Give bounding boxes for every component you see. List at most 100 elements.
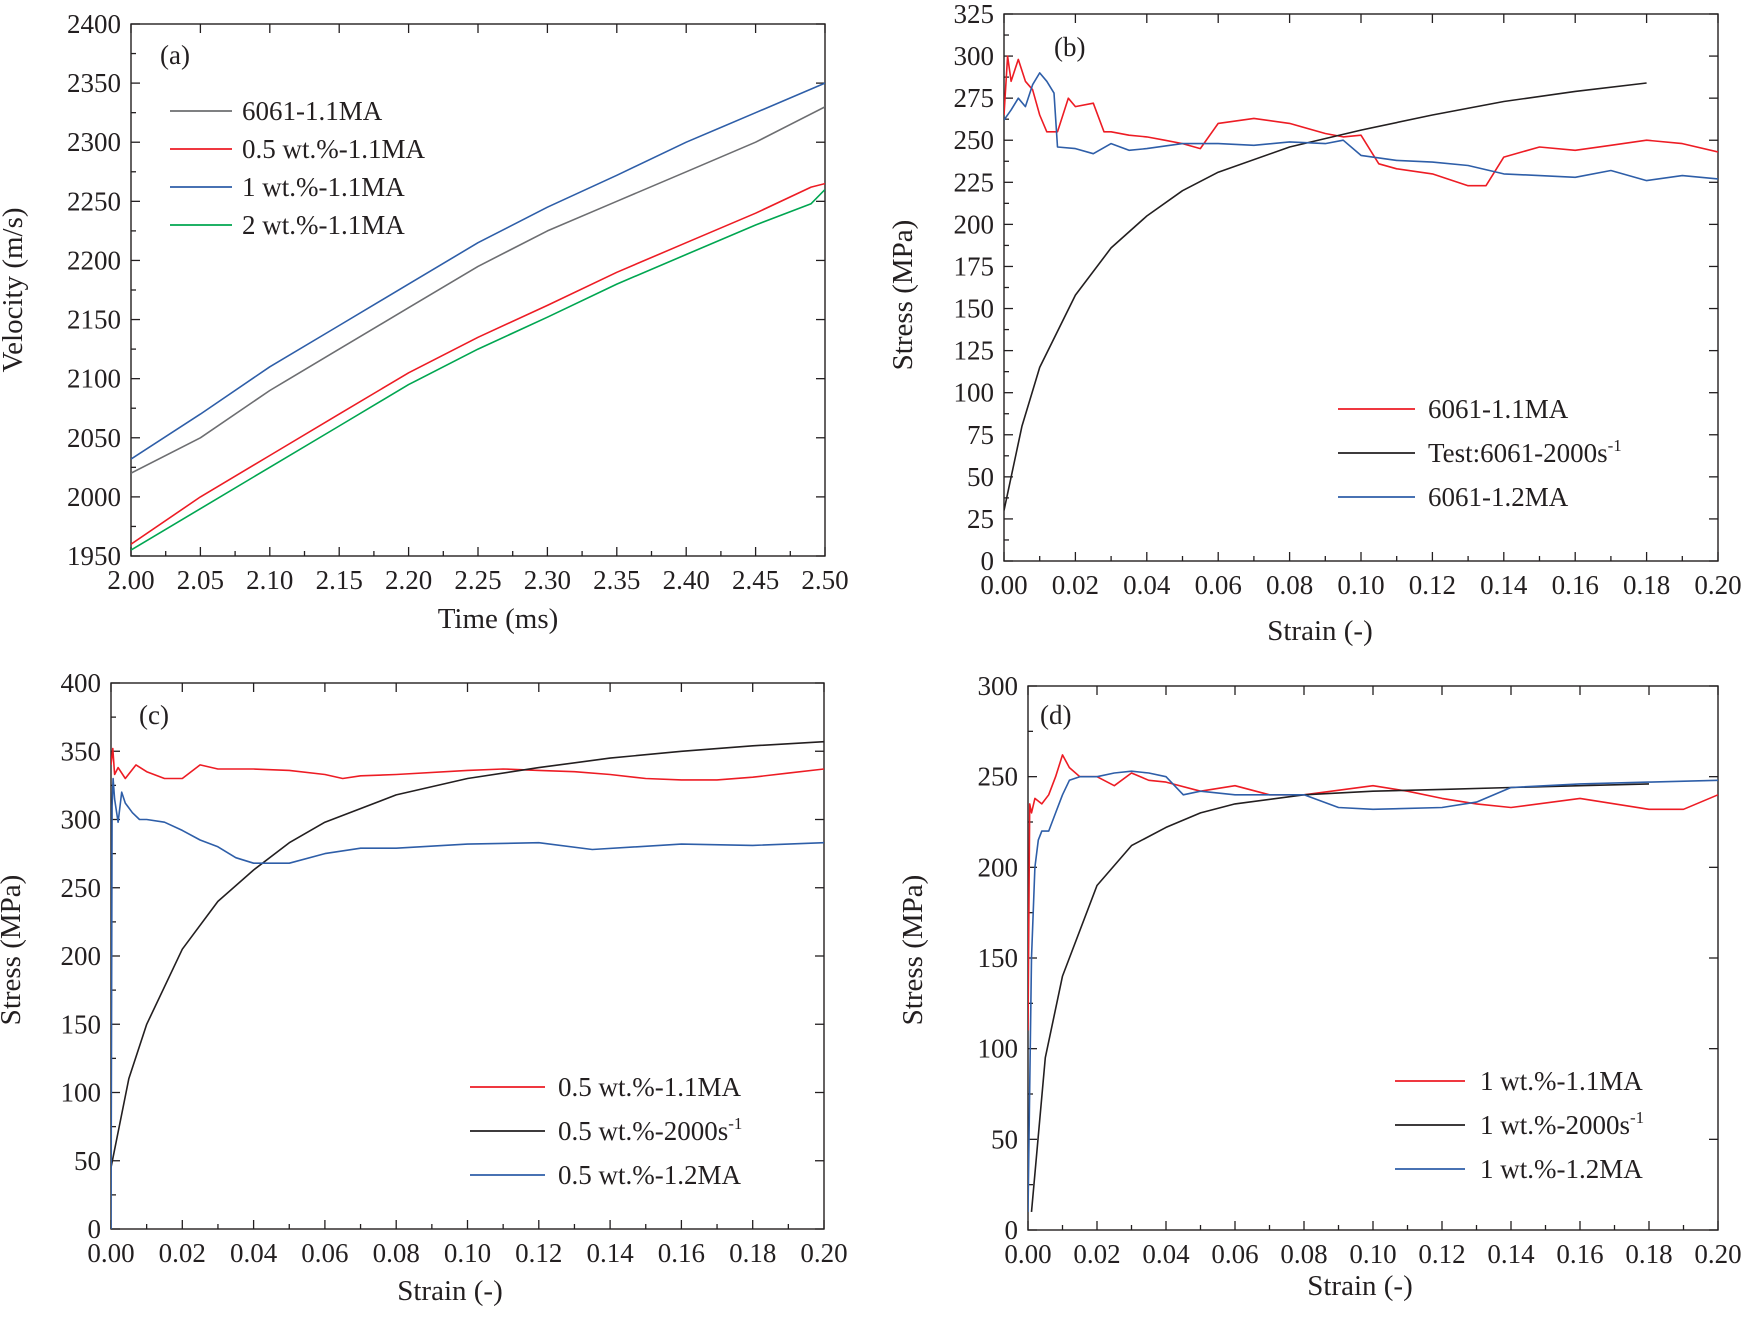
panel-label: (d) <box>1040 700 1071 730</box>
series-line-1 <box>1028 754 1718 1031</box>
series-line-3 <box>131 82 825 460</box>
y-tick-label: 2100 <box>67 364 121 394</box>
legend-label: Test:6061-2000s-1 <box>1428 436 1622 468</box>
y-tick-label: 0 <box>88 1214 102 1244</box>
x-tick-label: 2.05 <box>177 565 224 595</box>
x-tick-label: 2.35 <box>593 565 640 595</box>
x-tick-label: 0.18 <box>729 1238 776 1268</box>
y-tick-label: 175 <box>954 251 995 281</box>
y-axis-title: Stress (MPa) <box>897 875 929 1026</box>
y-tick-label: 50 <box>74 1146 101 1176</box>
series-line-3 <box>1028 770 1718 1212</box>
series-line-2 <box>131 182 825 545</box>
legend-label: 2 wt.%-1.1MA <box>242 210 405 240</box>
series-line-1 <box>1004 55 1718 187</box>
y-tick-label: 250 <box>61 873 102 903</box>
legend: 1 wt.%-1.1MA 1 wt.%-2000s-1 1 wt.%-1.2MA <box>1395 1066 1644 1184</box>
x-tick-label: 0.20 <box>1694 1239 1741 1269</box>
x-tick-label: 0.18 <box>1625 1239 1672 1269</box>
x-tick-label: 0.18 <box>1623 570 1670 600</box>
y-tick-label: 150 <box>954 294 995 324</box>
y-tick-label: 0 <box>981 546 995 576</box>
y-tick-label: 50 <box>991 1124 1018 1154</box>
chart-panel-4: 0.00 0.02 0.04 0.06 0.08 0.10 0.12 0.14 0.16 0.18… <box>897 671 1742 1302</box>
x-tick-label: 0.06 <box>1195 570 1242 600</box>
y-tick-label: 0 <box>1005 1215 1019 1245</box>
x-tick-label: 0.10 <box>444 1238 491 1268</box>
series-line-3 <box>1004 72 1718 182</box>
x-tick-label: 2.30 <box>524 565 571 595</box>
x-axis-title: Time (ms) <box>438 603 559 635</box>
legend: 6061-1.1MA Test:6061-2000s-1 6061-1.2MA <box>1338 394 1622 512</box>
x-tick-label: 0.16 <box>1556 1239 1603 1269</box>
x-tick-label: 0.08 <box>373 1238 420 1268</box>
y-axis-title: Stress (MPa) <box>0 875 27 1026</box>
x-tick-label: 0.02 <box>159 1238 206 1268</box>
x-tick-label: 0.10 <box>1337 570 1384 600</box>
y-tick-label: 2300 <box>67 127 121 157</box>
x-tick-label: 0.14 <box>1480 570 1528 600</box>
y-axis-title: Velocity (m/s) <box>0 207 29 372</box>
x-tick-label: 0.00 <box>980 570 1027 600</box>
y-tick-label: 2200 <box>67 245 121 275</box>
legend: 6061-1.1MA 0.5 wt.%-1.1MA 1 wt.%-1.1MA 2 wt… <box>170 96 425 240</box>
chart-panel-2: 0.00 0.02 0.04 0.06 0.08 0.10 0.12 0.14 0.16 0.18… <box>887 0 1742 647</box>
y-tick-label: 350 <box>61 736 102 766</box>
y-tick-label: 250 <box>978 762 1019 792</box>
y-tick-label: 1950 <box>67 541 121 571</box>
chart-panel-1: 2.00 2.05 2.10 2.15 2.20 2.25 2.30 2.35 2.40 2.45… <box>0 9 849 635</box>
x-tick-label: 0.08 <box>1266 570 1313 600</box>
x-tick-label: 2.10 <box>246 565 293 595</box>
panel-label: (a) <box>160 40 190 70</box>
x-tick-label: 0.12 <box>1409 570 1456 600</box>
y-tick-label: 25 <box>967 504 994 534</box>
y-tick-label: 300 <box>978 671 1019 701</box>
legend-label: 6061-1.1MA <box>1428 394 1569 424</box>
x-tick-label: 0.12 <box>515 1238 562 1268</box>
y-tick-label: 2150 <box>67 305 121 335</box>
y-tick-label: 150 <box>61 1009 102 1039</box>
x-tick-label: 2.25 <box>454 565 501 595</box>
y-tick-label: 2050 <box>67 423 121 453</box>
x-tick-label: 2.50 <box>801 565 848 595</box>
y-tick-label: 300 <box>954 41 995 71</box>
y-tick-label: 2350 <box>67 68 121 98</box>
plot-frame <box>110 682 825 1230</box>
x-tick-label: 0.00 <box>1004 1239 1051 1269</box>
plot-frame <box>1003 13 1719 562</box>
x-tick-label: 0.12 <box>1418 1239 1465 1269</box>
series-line-4 <box>131 188 825 551</box>
legend-label: 1 wt.%-2000s-1 <box>1480 1108 1644 1140</box>
y-tick-label: 125 <box>954 336 995 366</box>
x-tick-label: 2.20 <box>385 565 432 595</box>
x-axis-title: Strain (-) <box>1267 615 1373 647</box>
y-tick-label: 2250 <box>67 186 121 216</box>
series-line-1 <box>111 747 824 781</box>
y-tick-label: 275 <box>954 83 995 113</box>
x-tick-label: 0.16 <box>1552 570 1599 600</box>
legend-label: 6061-1.2MA <box>1428 482 1569 512</box>
plot-frame <box>1027 685 1719 1231</box>
x-tick-label: 0.14 <box>1487 1239 1535 1269</box>
x-tick-label: 0.06 <box>301 1238 348 1268</box>
panel-label: (b) <box>1054 32 1085 62</box>
y-tick-label: 75 <box>967 420 994 450</box>
y-tick-label: 200 <box>61 941 102 971</box>
y-tick-label: 325 <box>954 0 995 29</box>
legend-label: 1 wt.%-1.1MA <box>242 172 405 202</box>
series-line-3 <box>111 777 824 1229</box>
legend-label: 6061-1.1MA <box>242 96 383 126</box>
y-tick-label: 200 <box>978 852 1019 882</box>
series-line-2 <box>111 740 824 1168</box>
legend-label: 1 wt.%-1.2MA <box>1480 1154 1643 1184</box>
series-line-2 <box>1004 82 1647 511</box>
x-tick-label: 0.04 <box>1142 1239 1190 1269</box>
legend-label: 0.5 wt.%-2000s-1 <box>558 1114 742 1146</box>
y-tick-label: 300 <box>61 805 102 835</box>
x-tick-label: 2.15 <box>316 565 363 595</box>
x-tick-label: 0.02 <box>1052 570 1099 600</box>
series-line-2 <box>1030 783 1650 1212</box>
x-tick-label: 0.00 <box>87 1238 134 1268</box>
x-tick-label: 0.02 <box>1073 1239 1120 1269</box>
